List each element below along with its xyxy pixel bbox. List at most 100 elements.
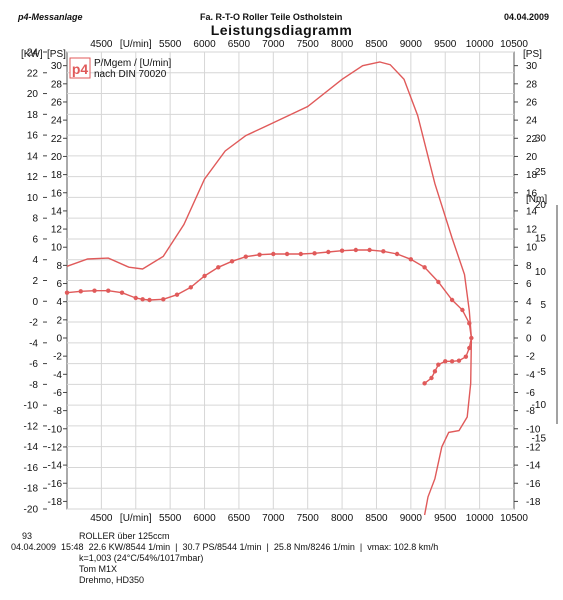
x-tick-label-bottom: 10500 [500, 513, 528, 524]
legend-logo: p4 [72, 61, 89, 77]
torque-point [467, 321, 472, 326]
torque-point [449, 297, 455, 303]
ps-tick-label-left: 28 [51, 79, 63, 90]
footer-vehicle: ROLLER über 125ccm [79, 531, 170, 541]
torque-point [174, 292, 180, 297]
power-curve [66, 61, 473, 516]
ps-axis-label-right: [PS] [523, 49, 542, 60]
torque-point [271, 251, 276, 257]
kw-tick-label: 24 [27, 48, 39, 59]
torque-point [229, 259, 235, 264]
torque-point [147, 297, 152, 303]
x-tick-label-top: 5500 [159, 39, 182, 50]
ps-tick-label-right: 22 [526, 134, 538, 145]
ps-tick-label-right: -8 [526, 406, 535, 417]
torque-point [436, 362, 441, 367]
kw-tick-label: -18 [24, 484, 39, 495]
ps-tick-label-left: 2 [56, 315, 62, 326]
torque-point [432, 369, 438, 374]
torque-point [443, 359, 448, 364]
ps-tick-label-left: 16 [51, 188, 63, 199]
torque-point [326, 249, 331, 255]
ps-tick-label-left: -12 [48, 442, 63, 453]
torque-point [202, 273, 207, 279]
nm-tick-label: 0 [540, 334, 546, 345]
footer-run-number: 93 [22, 531, 33, 541]
torque-point [312, 251, 317, 256]
x-tick-label-top: 7500 [297, 39, 320, 50]
ps-tick-label-left: 30 [51, 61, 63, 72]
ps-tick-label-left: -14 [48, 461, 63, 472]
kw-tick-label: 6 [32, 234, 38, 245]
kw-tick-label: 20 [27, 89, 39, 100]
x-tick-label-bottom: 5500 [159, 513, 182, 524]
kw-tick-label: 4 [32, 255, 38, 266]
x-tick-label-bottom: 9500 [434, 513, 457, 524]
nm-tick-label: 15 [535, 234, 547, 245]
nm-tick-label: -5 [537, 367, 546, 378]
ps-tick-label-left: 8 [56, 261, 62, 272]
ps-tick-label-left: 14 [51, 206, 63, 217]
x-tick-label-top: 9000 [400, 39, 423, 50]
series [64, 61, 474, 516]
ps-tick-label-right: 10 [526, 243, 538, 254]
ps-tick-label-right: 26 [526, 97, 538, 108]
kw-tick-label: 18 [27, 110, 39, 121]
ps-tick-label-right: -12 [526, 442, 541, 453]
kw-tick-label: 12 [27, 172, 39, 183]
x-tick-label-bottom: 7500 [297, 513, 320, 524]
ps-tick-label-left: -4 [53, 370, 62, 381]
ps-tick-label-left: 4 [56, 297, 62, 308]
ps-tick-label-right: 14 [526, 206, 538, 217]
ps-tick-label-right: 12 [526, 225, 538, 236]
x-tick-label-top: 10500 [500, 39, 528, 50]
ps-tick-label-right: 16 [526, 188, 538, 199]
torque-point [469, 335, 474, 341]
ps-tick-label-right: 8 [526, 261, 532, 272]
x-tick-label-bottom: 8500 [365, 513, 388, 524]
ps-tick-label-right: -4 [526, 370, 535, 381]
legend-line-2: nach DIN 70020 [94, 69, 167, 80]
ps-tick-label-left: 20 [51, 152, 63, 163]
torque-point [119, 290, 125, 295]
torque-point [188, 285, 193, 290]
x-tick-label-top: 7000 [262, 39, 285, 50]
kw-tick-label: -10 [24, 401, 39, 412]
x-tick-label-top: 6500 [228, 39, 251, 50]
x-tick-label-top: 9500 [434, 39, 457, 50]
ps-tick-label-left: -6 [53, 388, 62, 399]
torque-point [92, 288, 97, 293]
x-tick-label-top: 4500 [90, 39, 113, 50]
kw-axis-label: [KW] [21, 49, 43, 60]
torque-point [429, 375, 434, 381]
ps-tick-label-left: 24 [51, 116, 63, 127]
torque-point [216, 265, 221, 270]
ps-tick-label-left: -16 [48, 479, 63, 490]
legend: p4 P/Mgem / [U/min]nach DIN 70020 [69, 57, 171, 80]
kw-tick-label: -8 [29, 380, 38, 391]
torque-point [64, 290, 70, 295]
nm-axis-label: [Nm] [526, 194, 547, 205]
legend-logo-box [69, 57, 91, 79]
torque-point [140, 297, 145, 302]
torque-point [422, 381, 427, 386]
kw-tick-label: 14 [27, 151, 39, 162]
ps-tick-label-right: -2 [526, 352, 535, 363]
torque-point [78, 289, 83, 294]
grid [66, 51, 515, 510]
torque-point [161, 297, 166, 302]
torque-point [467, 345, 472, 351]
torque-point [408, 257, 414, 262]
kw-tick-label: -16 [24, 463, 39, 474]
ps-tick-label-left: 22 [51, 134, 63, 145]
kw-tick-label: 8 [32, 214, 38, 225]
ps-tick-label-right: 0 [526, 334, 532, 345]
x-tick-label-top: [U/min] [120, 39, 152, 50]
x-tick-label-bottom: 6500 [228, 513, 251, 524]
chart-title: Leistungsdiagramm [210, 22, 353, 38]
kw-tick-label: 22 [27, 68, 39, 79]
nm-tick-label: -10 [532, 400, 547, 411]
axes: 45004500[U/min][U/min]550055006000600065… [21, 39, 558, 524]
ps-tick-label-right: -16 [526, 479, 541, 490]
